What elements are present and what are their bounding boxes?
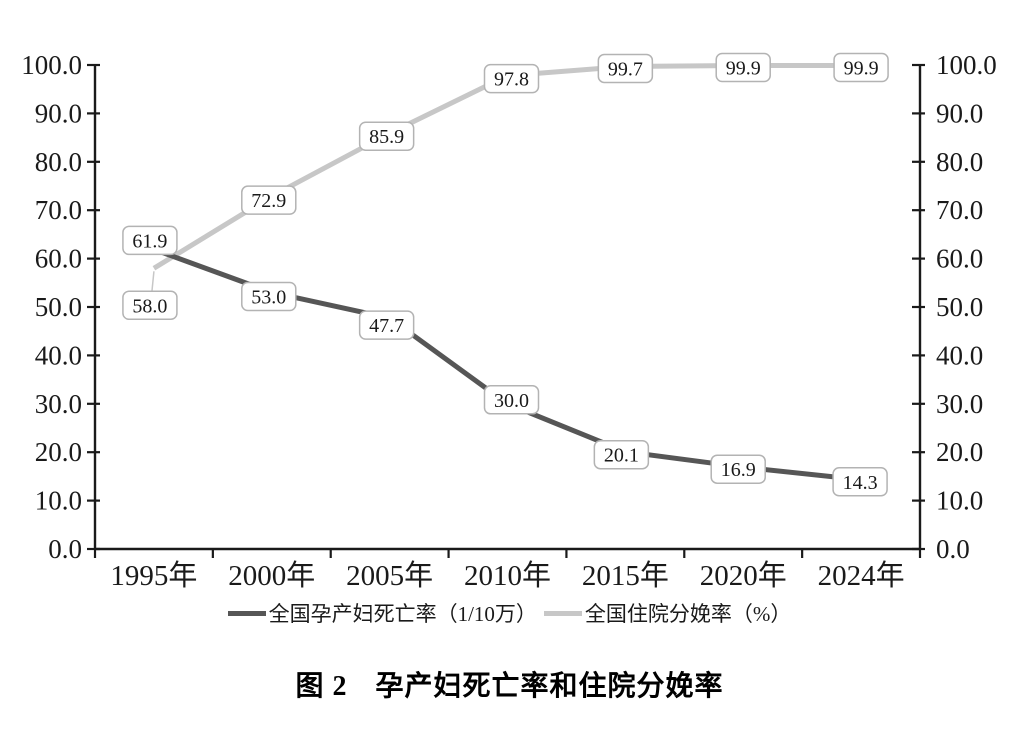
series-line-1 (152, 62, 862, 271)
data-label: 16.9 (721, 459, 756, 481)
legend-swatch-maternal-mortality (227, 610, 266, 616)
x-axis-label: 2015年 (582, 559, 669, 592)
y-axis-label-right: 50.0 (936, 292, 983, 322)
data-label: 99.7 (608, 58, 643, 80)
chart-legend: 全国孕产妇死亡率（1/10万） 全国住院分娩率（%） (0, 598, 1019, 628)
y-axis-label-right: 100.0 (936, 50, 997, 80)
legend-item-hospital-delivery: 全国住院分娩率（%） (543, 598, 792, 628)
y-axis-label-right: 60.0 (936, 244, 983, 274)
data-label: 97.8 (494, 69, 529, 91)
x-axis-label: 2024年 (818, 559, 905, 592)
y-axis-label-left: 70.0 (35, 195, 82, 225)
data-label: 30.0 (494, 390, 529, 412)
y-axis-label-left: 10.0 (35, 486, 82, 516)
line-chart: 0.0 0.0 10.0 10.0 20.0 20.0 30.0 30.0 40.0 40.0 50… (21, 50, 997, 592)
y-axis-label-left: 20.0 (35, 437, 82, 467)
y-axis-label-left: 40.0 (35, 340, 82, 370)
data-label-box (832, 467, 888, 497)
data-label: 99.9 (844, 57, 879, 79)
data-label-box (241, 185, 297, 215)
y-axis-label-right: 70.0 (936, 195, 983, 225)
label-leader-line (151, 271, 155, 292)
legend-label-maternal-mortality: 全国孕产妇死亡率（1/10万） (268, 602, 537, 626)
legend-swatch-hospital-delivery (543, 610, 582, 616)
y-axis-label-right: 90.0 (936, 98, 983, 128)
data-label-box (833, 52, 889, 83)
y-axis-label-left: 80.0 (35, 147, 82, 177)
figure-caption: 图 2 孕产妇死亡率和住院分娩率 (0, 664, 1019, 704)
y-axis-label-left: 60.0 (35, 244, 82, 274)
data-label: 99.9 (726, 57, 761, 79)
x-axis-label: 2020年 (700, 559, 787, 592)
data-label: 58.0 (132, 295, 167, 317)
y-axis-label-right: 0.0 (936, 534, 970, 564)
data-label-box (483, 385, 540, 415)
y-axis-label-left: 30.0 (35, 389, 82, 419)
figure-title: 孕产妇死亡率和住院分娩率 (375, 671, 724, 702)
data-label-box (358, 310, 415, 340)
data-label-box (597, 53, 654, 84)
data-label-box (358, 121, 415, 151)
y-axis-label-left: 100.0 (21, 50, 82, 80)
y-axis-label-right: 80.0 (936, 147, 983, 177)
data-label: 72.9 (251, 190, 286, 212)
y-axis-label-left: 50.0 (35, 292, 82, 322)
data-label-box (122, 290, 178, 321)
legend-item-maternal-mortality: 全国孕产妇死亡率（1/10万） (227, 598, 537, 628)
data-label-box (715, 52, 771, 83)
data-label: 47.7 (369, 315, 404, 337)
data-label: 53.0 (251, 286, 286, 308)
data-label: 61.9 (132, 230, 167, 252)
data-label-box (122, 225, 178, 256)
x-axis-label: 2005年 (346, 559, 433, 592)
data-label-box (710, 454, 766, 484)
y-axis-label-right: 10.0 (936, 486, 983, 516)
y-axis-label-right: 40.0 (936, 340, 983, 370)
data-label: 20.1 (604, 445, 639, 467)
data-label: 85.9 (369, 126, 404, 148)
figure-number: 图 2 (295, 671, 348, 702)
x-axis-label: 1995年 (110, 559, 197, 592)
y-axis-label-left: 90.0 (35, 98, 82, 128)
legend-label-hospital-delivery: 全国住院分娩率（%） (584, 602, 792, 626)
data-label-box (593, 439, 650, 470)
y-axis-label-right: 20.0 (936, 437, 983, 467)
x-axis-label: 2000年 (228, 559, 315, 592)
data-label: 14.3 (843, 472, 878, 494)
y-axis-label-left: 0.0 (48, 534, 82, 564)
data-label-box (483, 63, 540, 94)
data-label-box (241, 281, 297, 312)
x-axis-label: 2010年 (464, 559, 551, 592)
y-axis-label-right: 30.0 (936, 389, 983, 419)
